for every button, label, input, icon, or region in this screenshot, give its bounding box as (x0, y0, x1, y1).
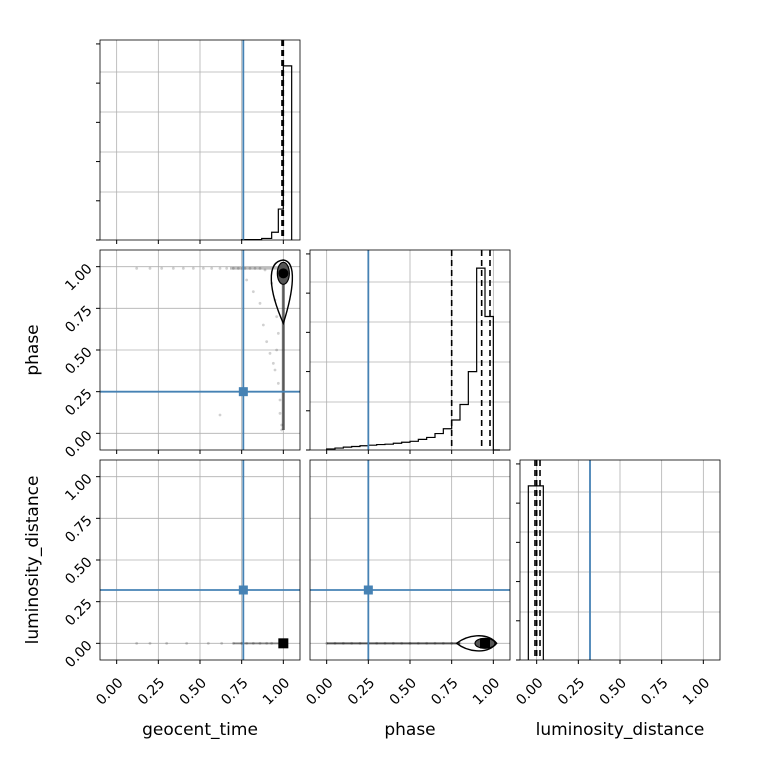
sample-point (148, 266, 152, 270)
sample-point (251, 290, 255, 294)
sample-point (278, 398, 282, 402)
hist-step-phase (326, 267, 500, 451)
truth-marker (238, 585, 248, 595)
density-peak (480, 638, 490, 649)
contour-outer (455, 635, 498, 652)
density-peak (278, 268, 289, 279)
sample-point (201, 266, 205, 270)
sample-point (258, 301, 262, 305)
sample-point (276, 381, 280, 385)
sample-point (278, 411, 282, 415)
x-axis-label-luminosity_distance: luminosity_distance (536, 720, 705, 740)
sample-point (243, 266, 247, 270)
sample-point (191, 266, 195, 270)
hist-step-luminosity_distance (527, 485, 544, 660)
sample-point (275, 315, 279, 319)
sample-point (181, 266, 185, 270)
sample-point (225, 266, 229, 270)
sample-point (171, 266, 175, 270)
sample-point (135, 641, 139, 645)
sample-point (263, 268, 267, 272)
sample-point (220, 641, 224, 645)
sample-point (218, 266, 222, 270)
sample-point (148, 641, 152, 645)
sample-point (258, 266, 262, 270)
sample-point (165, 641, 169, 645)
sample-point (231, 641, 235, 645)
sample-point (265, 641, 269, 645)
sample-point (160, 266, 164, 270)
sample-point (245, 278, 249, 282)
sample-point (268, 351, 272, 355)
sample-point (270, 641, 274, 645)
truth-marker (238, 387, 248, 397)
y-axis-label-luminosity_distance: luminosity_distance (23, 476, 43, 645)
sample-point (271, 361, 275, 365)
density-peak (278, 638, 289, 649)
hist-luminosity_distance (516, 459, 721, 661)
sample-point (206, 641, 210, 645)
sample-point (265, 340, 269, 344)
sample-point (261, 323, 265, 327)
sample-point (240, 641, 244, 645)
contour-outer (270, 259, 294, 326)
sample-point (275, 348, 279, 352)
hist-phase (306, 249, 511, 451)
x-axis-label-geocent_time: geocent_time (142, 720, 258, 740)
sample-point (248, 266, 252, 270)
sample-point (245, 641, 249, 645)
sample-point (231, 266, 235, 270)
panel-luminosity_distance_vs_phase (309, 459, 511, 661)
sample-point (218, 413, 222, 417)
sample-point (276, 331, 280, 335)
sample-point (210, 266, 214, 270)
sample-point (273, 368, 277, 372)
x-axis-label-phase: phase (384, 720, 435, 740)
sample-point (185, 641, 189, 645)
truth-marker (363, 585, 373, 595)
y-axis-label-phase: phase (23, 324, 43, 375)
sample-point (253, 266, 257, 270)
sample-point (251, 641, 255, 645)
sample-point (135, 266, 139, 270)
sample-point (236, 266, 240, 270)
sample-point (258, 641, 262, 645)
